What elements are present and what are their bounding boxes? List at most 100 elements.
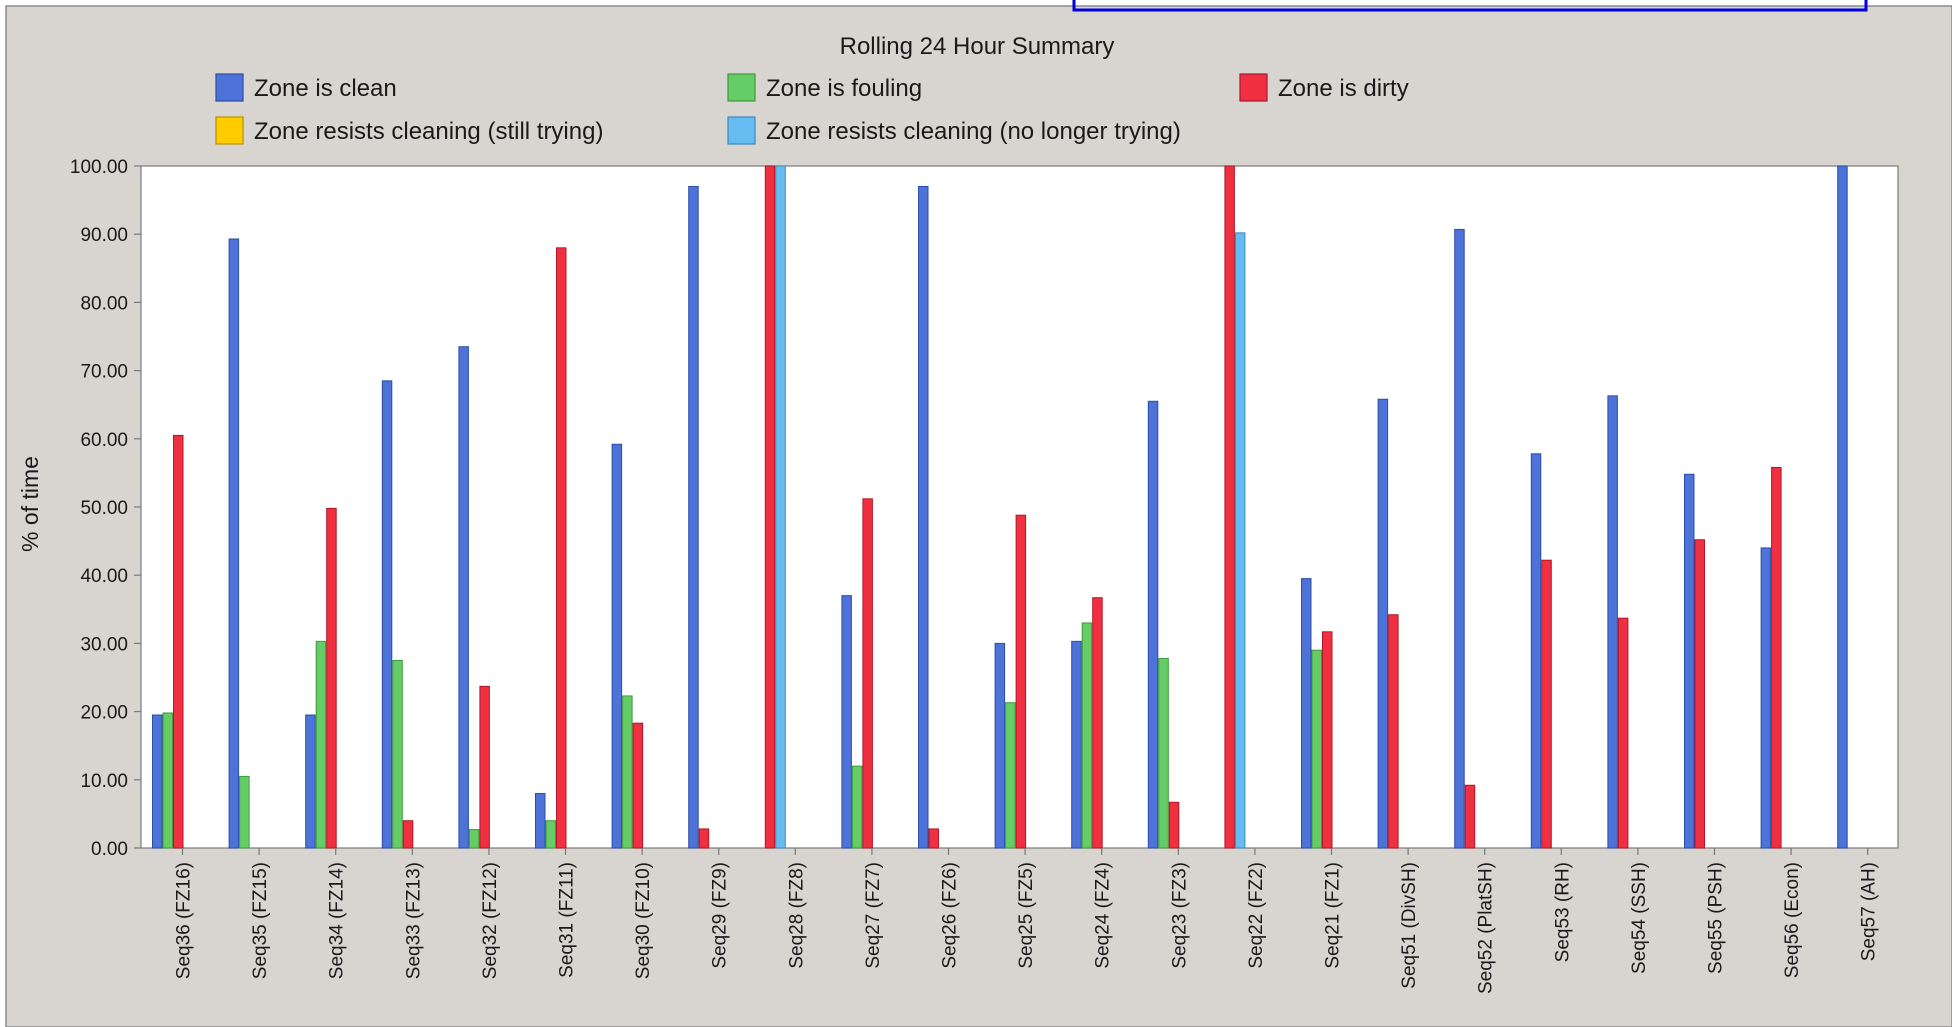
bar-zone-is-dirty-seq22-fz2 [1224,165,1235,849]
x-category-label: Seq35 (FZ15) [250,862,271,979]
bar-zone-is-fouling-seq30-fz10 [622,695,633,849]
bar-series-group [152,165,1848,849]
y-tick-label: 40.00 [80,566,128,587]
bar-zone-is-fouling-seq25-fz5 [1005,702,1016,849]
x-category-label: Seq51 (DivSH) [1399,862,1420,989]
bar-zone-is-dirty-seq25-fz5 [1015,514,1027,849]
bar-zone-is-dirty-seq52-platsh [1464,784,1476,849]
selection-frame [1072,0,1868,12]
bar-zone-is-dirty-seq26-fz6 [928,828,939,849]
bar-zone-is-fouling-seq31-fz11 [545,820,556,849]
x-category-label: Seq25 (FZ5) [1016,862,1037,969]
x-category-label: Seq21 (FZ1) [1323,862,1344,969]
bar-zone-is-fouling-seq36-fz16 [162,712,173,849]
chart-legend: Zone is clean Zone is fouling Zone is dirt… [215,73,1409,145]
bar-zone-is-dirty-seq54-ssh [1617,617,1629,849]
bar-zone-is-clean-seq35-fz15 [228,238,240,849]
x-category-label: Seq33 (FZ13) [403,862,424,979]
bar-zone-is-clean-seq30-fz10 [611,443,623,849]
x-category-label: Seq52 (PlatSH) [1476,862,1497,994]
bar-zone-is-fouling-seq35-fz15 [239,775,250,849]
x-category-label: Seq29 (FZ9) [710,862,731,969]
x-category-label: Seq34 (FZ14) [327,862,348,979]
bar-zone-is-fouling-seq21-fz1 [1311,649,1322,849]
legend-label-zone-is-dirty: Zone is dirty [1278,75,1409,102]
legend-swatch-zone-is-dirty [1239,73,1268,102]
bar-zone-resists-cleaning-no-longer-trying-seq28-fz8 [775,165,786,849]
bar-zone-is-clean-seq26-fz6 [918,185,929,849]
bar-zone-is-clean-seq23-fz3 [1147,400,1159,849]
bar-zone-is-dirty-seq51-divsh [1388,614,1399,849]
bar-zone-is-clean-seq21-fz1 [1301,578,1312,849]
x-category-label: Seq57 (AH) [1859,862,1880,961]
legend-swatch-zone-resists-cleaning-still-trying [215,116,244,145]
bar-zone-is-dirty-seq24-fz4 [1092,597,1103,849]
bar-zone-is-dirty-seq53-rh [1541,559,1552,849]
bar-zone-is-dirty-seq36-fz16 [173,434,184,849]
x-category-label: Seq54 (SSH) [1629,862,1650,974]
x-category-label: Seq32 (FZ12) [480,862,501,979]
y-tick-label: 0.00 [91,839,128,860]
y-tick-label: 50.00 [80,498,128,519]
y-tick-label: 60.00 [80,430,128,451]
y-tick-label: 70.00 [80,362,128,383]
bar-zone-is-fouling-seq33-fz13 [392,659,403,849]
y-tick-label: 90.00 [80,225,128,246]
x-category-label: Seq22 (FZ2) [1246,862,1267,969]
x-category-label: Seq26 (FZ6) [940,862,961,969]
x-category-label: Seq31 (FZ11) [557,862,578,978]
bar-zone-is-clean-seq52-platsh [1454,228,1465,849]
bar-zone-is-fouling-seq32-fz12 [468,829,480,849]
bar-zone-is-dirty-seq30-fz10 [632,722,644,849]
bar-zone-resists-cleaning-no-longer-trying-seq22-fz2 [1234,232,1246,849]
bar-zone-is-dirty-seq56-econ [1771,466,1782,849]
bar-zone-is-dirty-seq23-fz3 [1168,801,1180,849]
y-tick-label: 100.00 [70,157,128,178]
y-tick-label: 20.00 [80,703,128,724]
chart-title: Rolling 24 Hour Summary [840,33,1115,60]
legend-swatch-zone-resists-cleaning-no-longer-trying [727,116,756,145]
x-category-label: Seq24 (FZ4) [1093,862,1114,969]
bar-zone-is-dirty-seq33-fz13 [402,820,414,849]
y-tick-label: 80.00 [80,293,128,314]
bar-zone-is-clean-seq57-ah [1837,165,1848,849]
y-tick-label: 30.00 [80,634,128,655]
bar-zone-is-clean-seq56-econ [1760,547,1772,849]
legend-label-zone-is-clean: Zone is clean [254,75,397,102]
legend-swatch-zone-is-fouling [727,73,756,102]
bar-zone-is-fouling-seq27-fz7 [851,765,863,849]
bar-zone-is-clean-seq24-fz4 [1071,640,1082,849]
bar-zone-is-clean-seq34-fz14 [305,714,316,849]
bar-zone-is-fouling-seq23-fz3 [1158,657,1169,849]
bar-zone-is-dirty-seq21-fz1 [1322,631,1333,849]
bar-zone-is-dirty-seq31-fz11 [556,247,567,849]
bar-zone-is-clean-seq32-fz12 [458,346,469,849]
x-category-label: Seq27 (FZ7) [863,862,884,969]
legend-swatch-zone-is-clean [215,73,244,102]
bar-zone-is-fouling-seq24-fz4 [1081,622,1093,849]
bar-zone-is-clean-seq51-divsh [1377,398,1389,849]
x-category-label: Seq53 (RH) [1552,862,1573,962]
x-category-label: Seq23 (FZ3) [1169,862,1190,969]
bar-zone-is-dirty-seq32-fz12 [479,685,490,849]
x-category-label: Seq55 (PSH) [1706,862,1727,974]
bar-zone-is-clean-seq25-fz5 [994,642,1006,849]
bar-zone-is-clean-seq31-fz11 [535,792,546,849]
bar-zone-is-clean-seq27-fz7 [841,595,852,849]
x-category-label: Seq28 (FZ8) [786,862,807,969]
x-category-label: Seq56 (Econ) [1782,862,1803,978]
bar-zone-is-clean-seq36-fz16 [152,714,163,849]
bar-zone-is-dirty-seq29-fz9 [698,828,710,849]
x-category-label: Seq36 (FZ16) [174,862,195,979]
bar-zone-is-clean-seq53-rh [1530,453,1542,849]
bar-zone-is-dirty-seq55-psh [1694,539,1705,849]
bar-zone-is-fouling-seq34-fz14 [315,640,327,849]
legend-label-zone-resists-cleaning-no-longer-trying: Zone resists cleaning (no longer trying) [766,118,1181,145]
bar-zone-is-clean-seq55-psh [1684,473,1695,849]
legend-label-zone-resists-cleaning-still-trying: Zone resists cleaning (still trying) [254,118,603,145]
x-axis: Seq36 (FZ16) Seq35 (FZ15) Seq34 (FZ14) Seq3… [174,848,1880,994]
bar-zone-is-clean-seq33-fz13 [381,380,393,849]
legend-label-zone-is-fouling: Zone is fouling [766,75,922,102]
